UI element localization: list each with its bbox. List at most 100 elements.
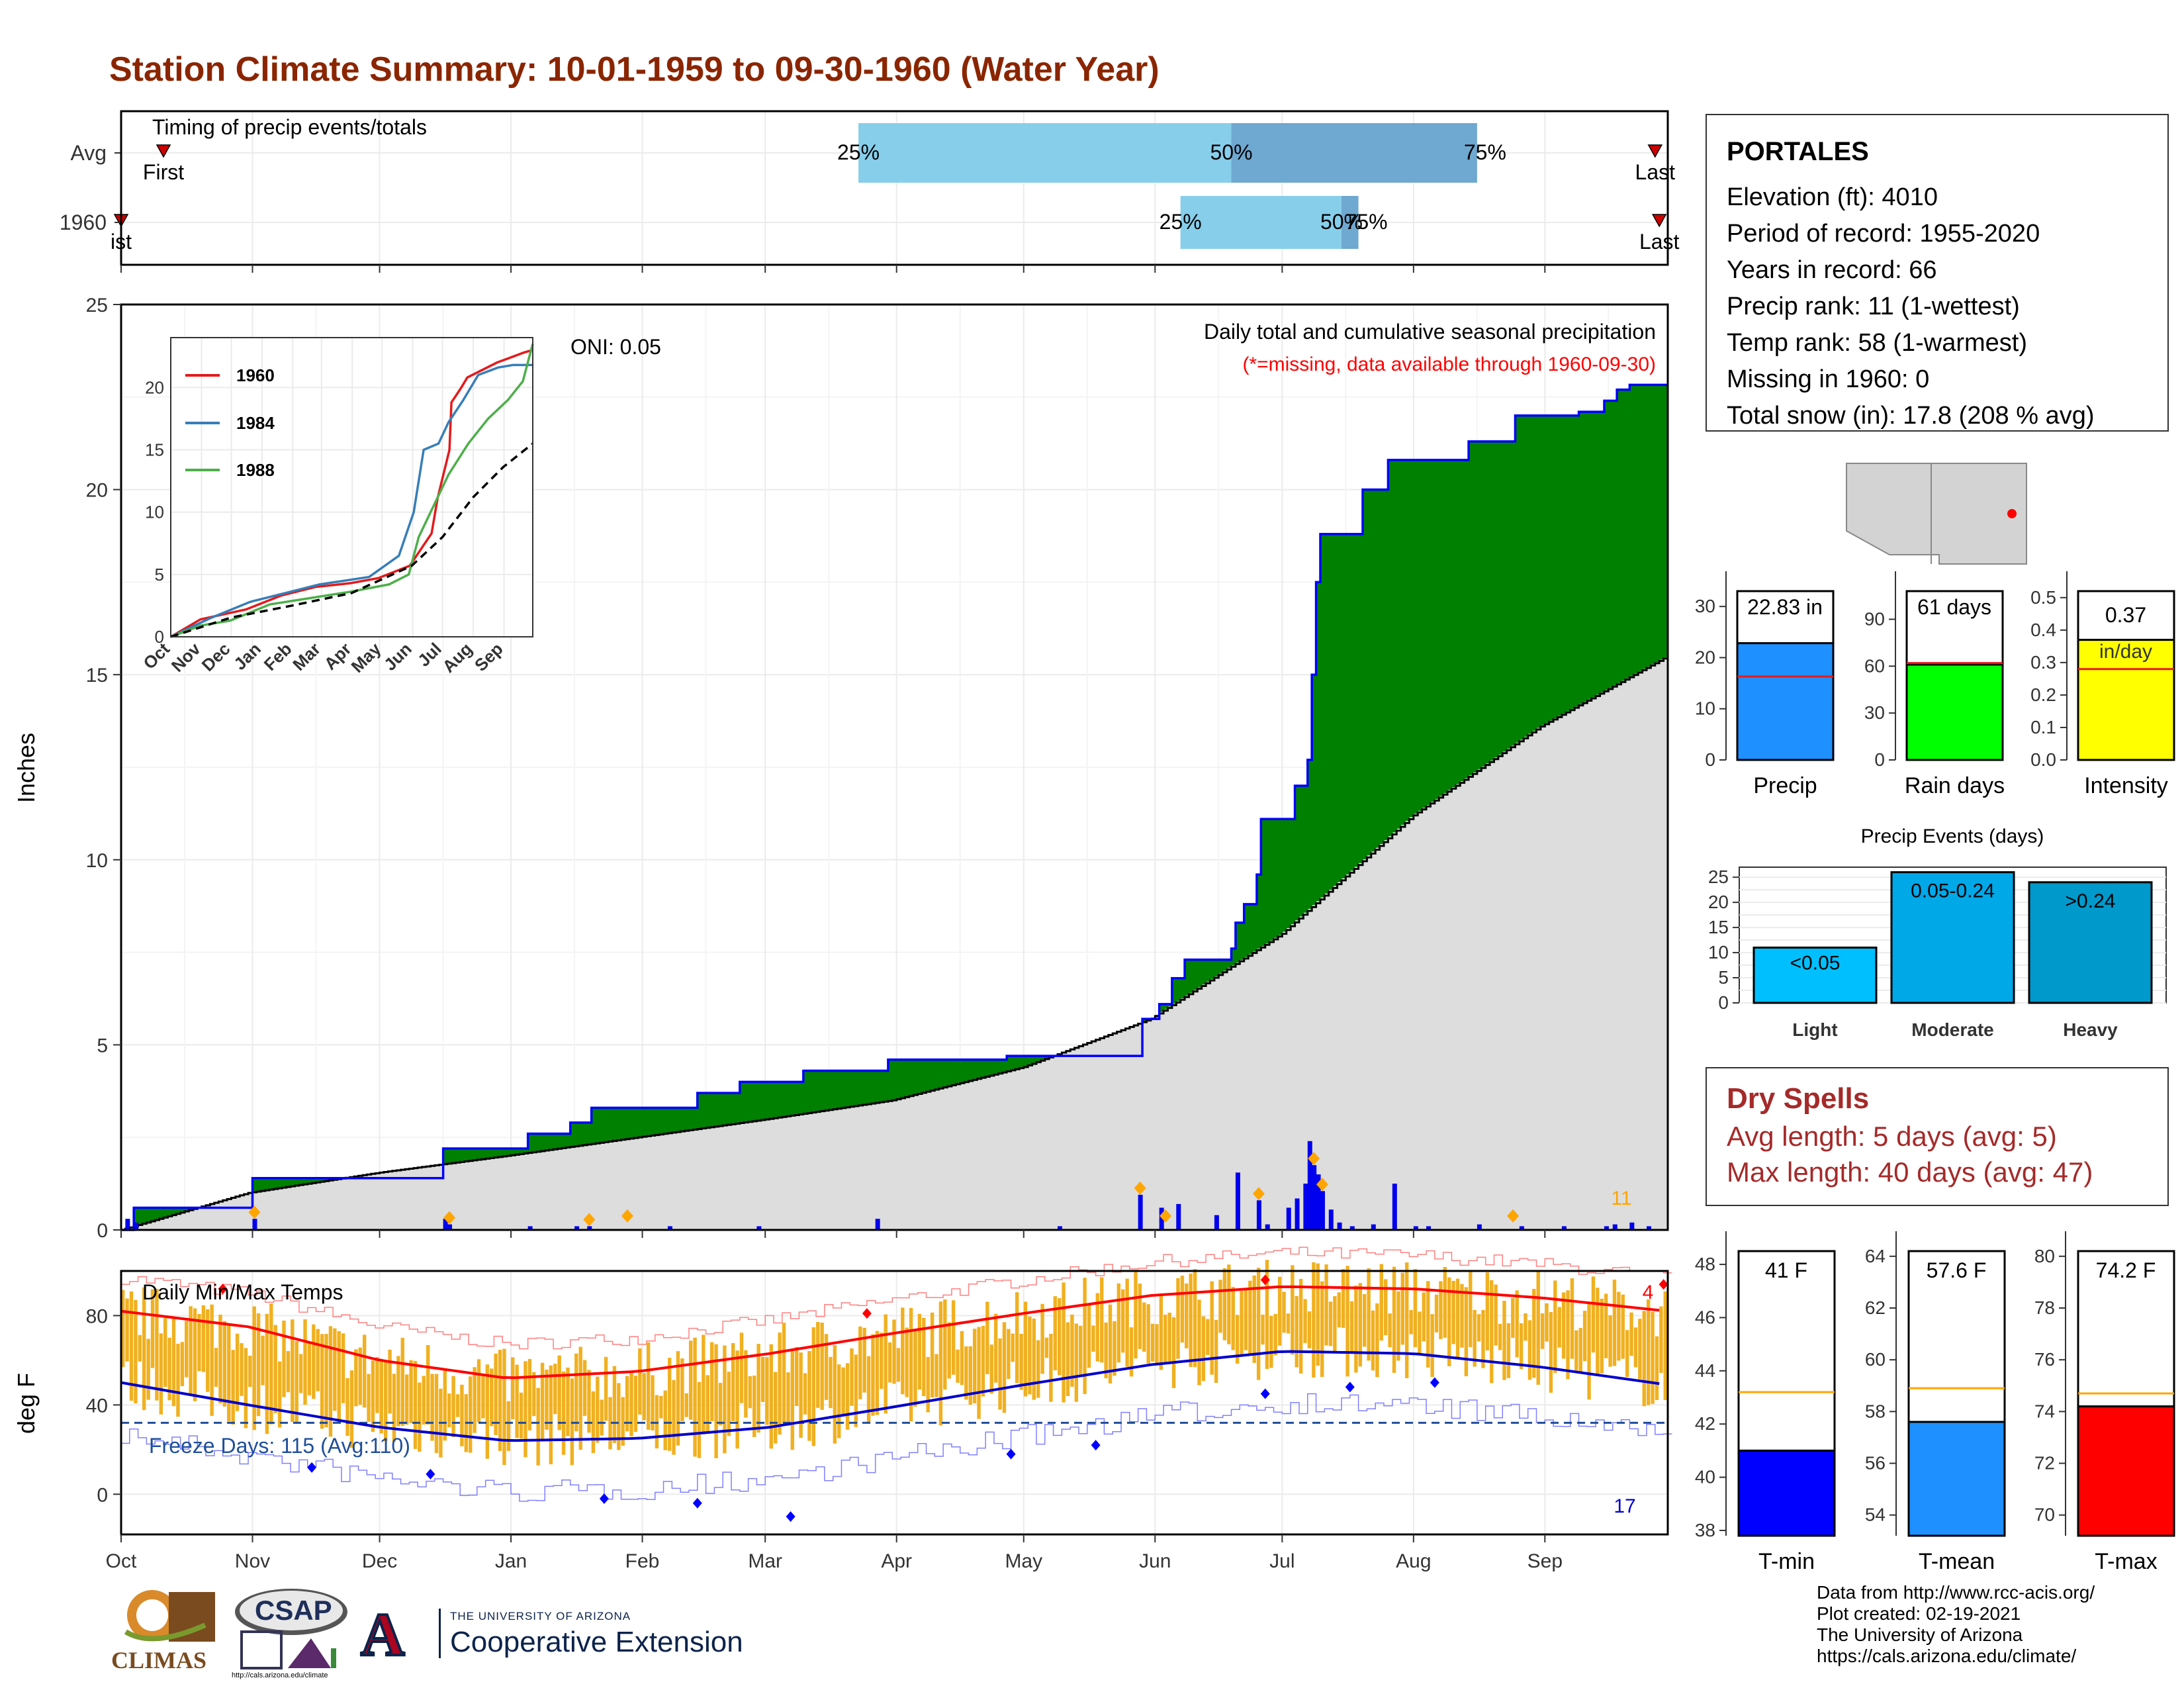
cumulative-diff-fill — [774, 1082, 779, 1118]
cumulative-diff-fill — [1291, 819, 1296, 925]
cumulative-diff-fill — [960, 1059, 965, 1083]
daily-temp-bar — [273, 1325, 277, 1413]
precip-event-category: Light — [1792, 1019, 1837, 1040]
daily-temp-bar — [312, 1324, 316, 1399]
summary-ytick-label: 42 — [1695, 1413, 1715, 1434]
daily-temp-bar — [655, 1395, 659, 1449]
temp-summary-value: 41 F — [1765, 1258, 1807, 1282]
cumulative-diff-fill — [1570, 415, 1575, 709]
summary-ytick-label: 20 — [1695, 647, 1715, 667]
daily-temp-bar — [252, 1306, 256, 1430]
daily-temp-bar — [1197, 1299, 1201, 1385]
precip-event-category: Heavy — [2063, 1019, 2118, 1040]
daily-temp-bar — [549, 1365, 553, 1465]
inset-ytick-label: 10 — [145, 502, 164, 522]
cumulative-diff-fill — [527, 1133, 533, 1153]
cumulative-diff-fill — [926, 1059, 931, 1092]
cumulative-diff-fill — [464, 1148, 469, 1162]
cumulative-diff-fill — [316, 1178, 321, 1182]
cumulative-diff-fill — [892, 1059, 897, 1100]
ua-logo-small: THE UNIVERSITY OF ARIZONA — [450, 1610, 631, 1622]
cumulative-diff-fill — [956, 1059, 961, 1084]
daily-temp-bar — [913, 1331, 917, 1407]
daily-temp-bar — [1455, 1278, 1460, 1358]
ua-logo-graphic — [362, 1603, 406, 1660]
record-high-marker — [1260, 1274, 1270, 1286]
daily-temp-bar — [159, 1333, 163, 1415]
cumulative-diff-fill — [303, 1178, 308, 1184]
daily-temp-bar — [739, 1333, 744, 1403]
daily-temp-bar — [189, 1306, 193, 1394]
cold-count-label: 17 — [1614, 1495, 1635, 1517]
daily-temp-bar — [206, 1309, 210, 1392]
daily-temp-bar — [1358, 1283, 1363, 1367]
summary-bar-space — [2077, 1250, 2175, 1408]
daily-temp-bar — [922, 1317, 926, 1397]
daily-temp-bar — [1116, 1283, 1121, 1363]
cumulative-diff-fill — [312, 1178, 317, 1183]
cumulative-diff-fill — [1430, 459, 1435, 802]
cumulative-diff-fill — [1011, 1056, 1016, 1070]
precip-event-category: Moderate — [1911, 1019, 1993, 1040]
daily-temp-bar — [231, 1350, 235, 1425]
summary-bar-label: Intensity — [2084, 773, 2168, 798]
cumulative-diff-fill — [1515, 415, 1520, 743]
daily-temp-bar — [871, 1334, 875, 1416]
daily-temp-bar — [1527, 1320, 1532, 1380]
station-missing: Missing in 1960: 0 — [1727, 365, 1930, 393]
daily-temp-bar — [1418, 1311, 1422, 1354]
daily-temp-bar — [1434, 1294, 1439, 1333]
cumulative-diff-fill — [998, 1059, 1003, 1073]
daily-temp-bar — [617, 1383, 621, 1450]
summary-bar — [1905, 663, 2004, 761]
daily-temp-bar — [129, 1291, 134, 1401]
cumulative-diff-fill — [277, 1178, 283, 1188]
daily-temp-bar — [1058, 1298, 1062, 1376]
daily-temp-bar — [752, 1376, 756, 1437]
inset-chart: 05101520OctNovDecJanFebMarAprMayJunJulAu… — [139, 337, 534, 677]
daily-temp-bar — [964, 1346, 968, 1400]
cumulative-diff-fill — [443, 1148, 448, 1164]
cumulative-diff-fill — [617, 1107, 622, 1141]
inset-series-line — [170, 442, 534, 638]
cumulative-diff-fill — [968, 1059, 974, 1081]
daily-temp-bar — [1413, 1268, 1418, 1348]
daily-temp-bar — [1129, 1327, 1134, 1377]
cumulative-diff-fill — [909, 1059, 914, 1096]
daily-temp-bar — [388, 1349, 392, 1414]
daily-precip-bar — [1413, 1226, 1418, 1230]
daily-temp-bar — [193, 1308, 197, 1401]
daily-temp-bar — [354, 1349, 358, 1407]
precip-ytick-label: 5 — [97, 1035, 108, 1056]
record-high-marker — [218, 1283, 228, 1294]
cumulative-diff-fill — [727, 1093, 732, 1125]
daily-temp-bar — [930, 1312, 934, 1398]
oni-label: ONI: 0.05 — [570, 335, 661, 359]
cumulative-diff-fill — [320, 1178, 325, 1182]
summary-ytick-label: 0.3 — [2030, 652, 2056, 673]
daily-temp-bar — [917, 1313, 922, 1390]
cumulative-diff-fill — [1295, 785, 1300, 921]
cumulative-diff-fill — [176, 1207, 181, 1213]
cumulative-diff-fill — [1354, 534, 1359, 867]
cumulative-diff-fill — [163, 1207, 169, 1217]
daily-temp-bar — [341, 1333, 345, 1403]
daily-temp-bar — [1469, 1270, 1473, 1348]
cumulative-diff-fill — [1248, 904, 1253, 955]
cumulative-diff-fill — [621, 1107, 626, 1140]
daily-precip-bar — [1604, 1226, 1609, 1230]
month-label: Mar — [748, 1550, 782, 1572]
daily-temp-bar — [760, 1356, 765, 1402]
daily-precip-bar — [1295, 1198, 1300, 1230]
cumulative-diff-fill — [261, 1178, 266, 1191]
summary-ytick-label: 40 — [1695, 1467, 1715, 1487]
daily-temp-bar — [1298, 1278, 1303, 1374]
intensity-value: 0.37 — [2105, 603, 2146, 627]
freeze-days-label: Freeze Days: 115 (Avg:110) — [149, 1434, 410, 1458]
daily-temp-bar — [349, 1370, 354, 1448]
cumulative-diff-fill — [1439, 459, 1444, 796]
csap-logo: CSAP http://cals.arizona.edu/climate — [232, 1585, 351, 1685]
timing-row-label: 1960 — [60, 211, 107, 234]
daily-temp-bar — [578, 1346, 582, 1450]
precip-header: Daily total and cumulative seasonal prec… — [1204, 320, 1656, 344]
